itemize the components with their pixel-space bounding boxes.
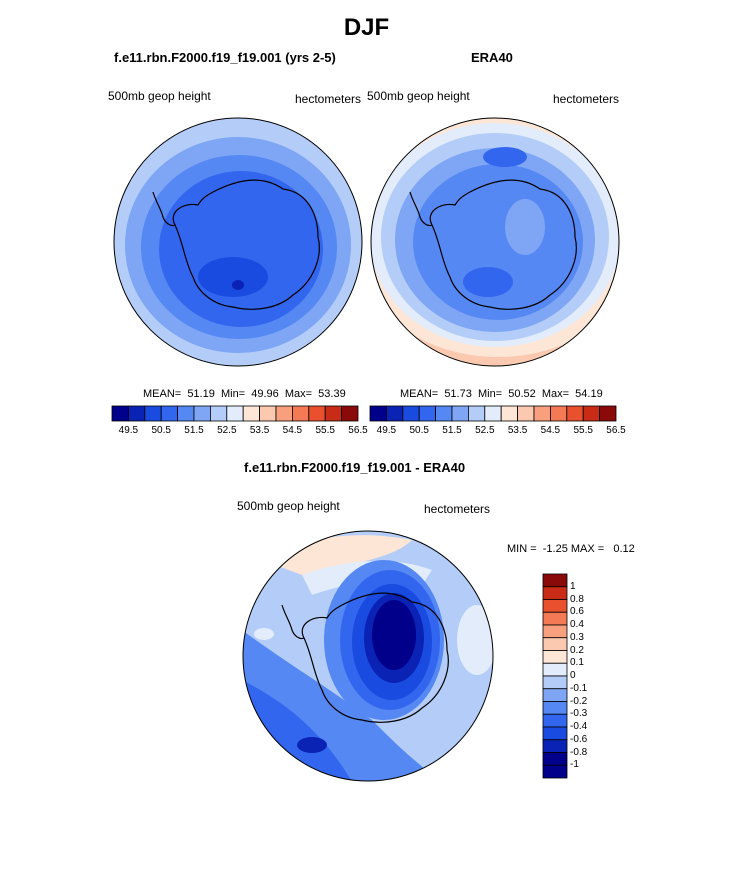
obs-units-label: hectometers: [553, 92, 620, 106]
obs-colorbar-box: [468, 405, 486, 422]
model-colorbar: [111, 405, 359, 422]
diff-colorbar-label: 0.1: [570, 657, 584, 669]
model-colorbar-box: [341, 405, 359, 422]
diff-colorbar-box: [542, 701, 568, 715]
model-colorbar-box: [111, 405, 129, 422]
obs-panel-title: ERA40: [471, 50, 513, 65]
obs-colorbar-box: [566, 405, 584, 422]
model-stats: MEAN= 51.19 Min= 49.96 Max= 53.39: [143, 388, 346, 400]
diff-colorbar: [542, 573, 568, 779]
model-colorbar-tick-label: 56.5: [348, 425, 368, 436]
diff-colorbar-box: [542, 739, 568, 753]
model-colorbar-tick-label: 50.5: [151, 425, 171, 436]
diff-colorbar-box: [542, 713, 568, 728]
diff-colorbar-label: 1: [570, 580, 576, 592]
diff-colorbar-label: -0.6: [570, 733, 588, 745]
diff-colorbar-label: 0.2: [570, 644, 584, 656]
obs-colorbar-tick-label: 51.5: [442, 425, 462, 436]
obs-colorbar-box: [582, 405, 600, 422]
diff-colorbar-box: [542, 675, 568, 690]
obs-colorbar-box: [549, 405, 568, 422]
obs-colorbar-box: [418, 405, 437, 422]
obs-colorbar-box: [500, 405, 518, 422]
diff-colorbar-label: 0: [570, 670, 576, 681]
diff-colorbar-label: 0.6: [570, 606, 584, 618]
diff-colorbar-box: [542, 586, 568, 600]
obs-colorbar-tick-label: 50.5: [409, 425, 429, 436]
model-colorbar-box: [144, 405, 162, 422]
diff-colorbar-label: 0.4: [570, 619, 584, 630]
model-colorbar-box: [308, 405, 326, 422]
obs-colorbar-box: [517, 405, 535, 422]
model-colorbar-box: [324, 405, 342, 422]
obs-colorbar-tick-label: 52.5: [475, 425, 495, 436]
diff-polar-map: [242, 530, 494, 782]
obs-colorbar-box: [369, 405, 387, 422]
model-colorbar-box: [127, 405, 146, 422]
diff-colorbar-label: -0.3: [570, 708, 588, 720]
obs-colorbar: [369, 405, 617, 422]
model-colorbar-box: [210, 405, 228, 422]
model-colorbar-tick-label: 52.5: [217, 425, 237, 436]
model-colorbar-box: [259, 405, 277, 422]
obs-colorbar-box: [385, 405, 404, 422]
obs-polar-map: [370, 117, 620, 367]
diff-colorbar-box: [542, 764, 568, 779]
model-colorbar-box: [193, 405, 211, 422]
obs-stats: MEAN= 51.73 Min= 50.52 Max= 54.19: [400, 388, 603, 400]
obs-colorbar-box: [451, 405, 469, 422]
model-colorbar-box: [242, 405, 260, 422]
model-colorbar-box: [291, 405, 310, 422]
model-colorbar-tick-label: 49.5: [118, 425, 139, 436]
obs-colorbar-tick-label: 55.5: [573, 425, 593, 436]
model-panel-title: f.e11.rbn.F2000.f19_f19.001 (yrs 2-5): [114, 50, 336, 65]
diff-colorbar-box: [542, 662, 568, 677]
obs-colorbar-tick-label: 53.5: [507, 425, 528, 436]
figure-title: DJF: [343, 14, 390, 41]
diff-colorbar-label: -1: [570, 759, 579, 771]
diff-colorbar-label: -0.4: [570, 721, 588, 732]
obs-colorbar-box: [484, 405, 502, 422]
diff-colorbar-label: -0.1: [570, 682, 588, 694]
diff-colorbar-box: [542, 650, 568, 664]
diff-panel-title: f.e11.rbn.F2000.f19_f19.001 - ERA40: [244, 460, 466, 475]
diff-colorbar-label: 0.8: [570, 593, 584, 605]
model-colorbar-box: [177, 405, 195, 422]
obs-colorbar-tick-label: 54.5: [540, 425, 561, 436]
model-variable-label: 500mb geop height: [108, 89, 211, 103]
diff-variable-label: 500mb geop height: [237, 499, 340, 513]
model-colorbar-box: [226, 405, 244, 422]
model-colorbar-box: [275, 405, 293, 422]
diff-colorbar-label: 0.3: [570, 631, 584, 643]
obs-colorbar-tick-label: 56.5: [606, 425, 626, 436]
diff-units-label: hectometers: [424, 502, 491, 516]
diff-colorbar-box: [542, 611, 568, 626]
obs-colorbar-tick-label: 49.5: [376, 425, 397, 436]
model-colorbar-box: [160, 405, 179, 422]
diff-colorbar-box: [542, 688, 568, 702]
diff-colorbar-box: [542, 573, 568, 588]
model-colorbar-tick-label: 53.5: [249, 425, 270, 436]
diff-colorbar-box: [542, 637, 568, 651]
model-colorbar-tick-label: 54.5: [282, 425, 303, 436]
diff-colorbar-box: [542, 599, 568, 613]
diff-colorbar-label: -0.2: [570, 695, 588, 707]
model-polar-map: [113, 117, 363, 367]
model-colorbar-tick-label: 51.5: [184, 425, 204, 436]
obs-colorbar-box: [435, 405, 453, 422]
model-colorbar-tick-label: 55.5: [315, 425, 335, 436]
diff-colorbar-box: [542, 752, 568, 766]
diff-stats: MIN = -1.25 MAX = 0.12: [507, 543, 635, 555]
diff-colorbar-box: [542, 726, 568, 741]
obs-variable-label: 500mb geop height: [367, 89, 470, 103]
obs-colorbar-box: [599, 405, 617, 422]
obs-colorbar-box: [533, 405, 551, 422]
diff-colorbar-label: -0.8: [570, 746, 588, 758]
obs-colorbar-box: [402, 405, 420, 422]
diff-colorbar-box: [542, 624, 568, 639]
model-units-label: hectometers: [295, 92, 362, 106]
